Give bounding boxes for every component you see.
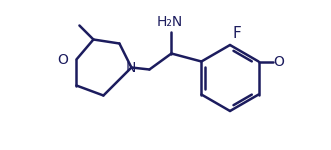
Text: O: O [58, 52, 69, 66]
Text: O: O [274, 54, 284, 69]
Text: F: F [232, 26, 241, 41]
Text: N: N [125, 61, 136, 75]
Text: H₂N: H₂N [156, 15, 182, 30]
